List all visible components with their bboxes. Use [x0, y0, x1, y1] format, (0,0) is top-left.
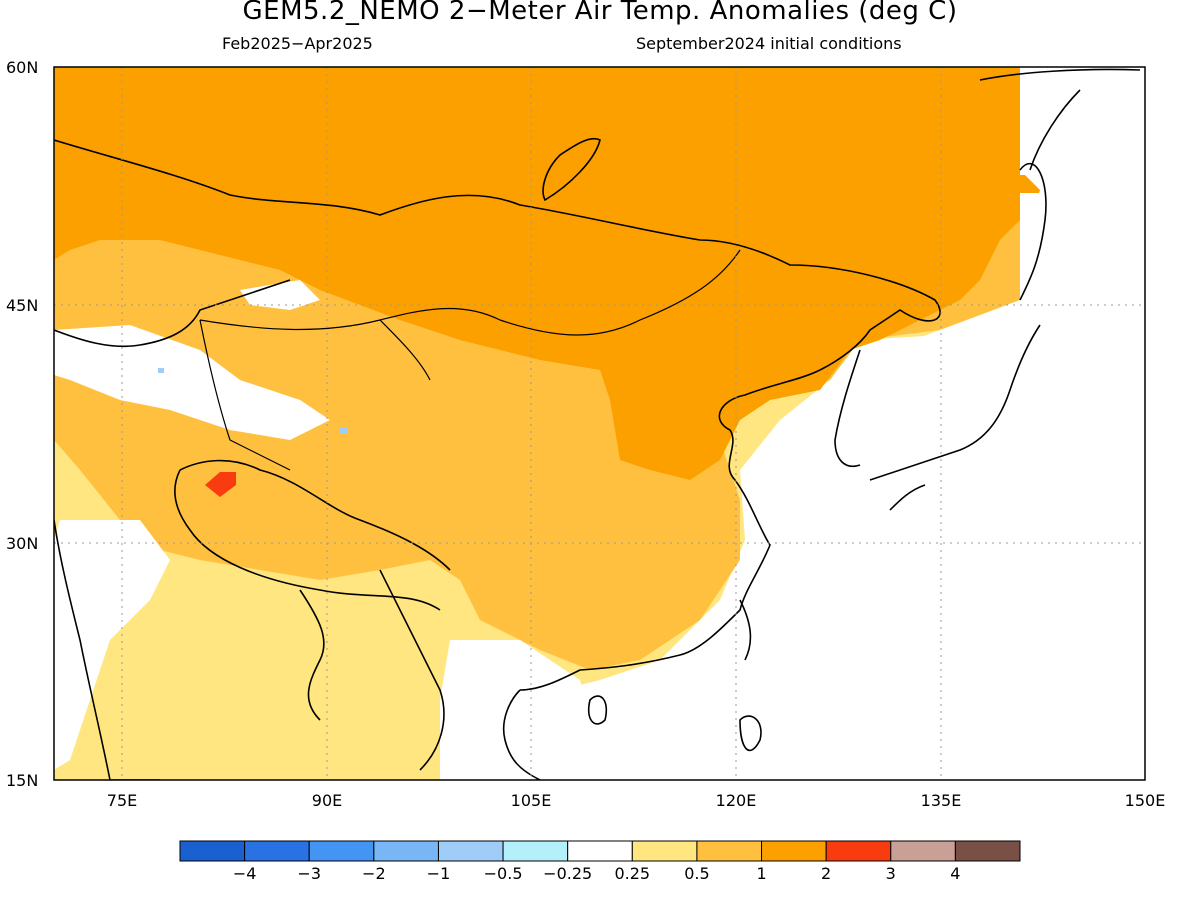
colorbar-label: 1: [756, 864, 766, 883]
colorbar-label: −0.5: [484, 864, 523, 883]
anomaly-cool-cell: [340, 428, 348, 434]
colorbar-label: 2: [821, 864, 831, 883]
colorbar-label: 4: [950, 864, 960, 883]
borders: [199, 249, 741, 471]
colorbar-label: −4: [233, 864, 257, 883]
colorbar-swatch: [437, 840, 504, 862]
lon-axis: 75E 90E 105E 120E 135E 150E: [107, 791, 1166, 810]
colorbar-swatch: [696, 840, 763, 862]
colorbar-swatch: [567, 840, 633, 862]
colorbar-label: 3: [886, 864, 896, 883]
lon-tick-label: 135E: [921, 791, 962, 810]
anomaly-cool-cell: [158, 368, 164, 373]
colorbar-swatch: [179, 840, 246, 862]
lon-tick-label: 150E: [1125, 791, 1166, 810]
colorbar-swatch: [954, 840, 1021, 862]
colorbar-swatch: [825, 840, 892, 862]
lon-tick-label: 105E: [511, 791, 552, 810]
lat-tick-label: 45N: [6, 296, 38, 315]
chart-title: GEM5.2_NEMO 2−Meter Air Temp. Anomalies …: [242, 0, 958, 26]
anomaly-hot-spot: [205, 472, 236, 497]
colorbar-label: −1: [427, 864, 451, 883]
lon-tick-label: 120E: [716, 791, 757, 810]
initial-conditions: September2024 initial conditions: [636, 34, 902, 53]
forecast-period: Feb2025−Apr2025: [222, 34, 373, 53]
lat-tick-label: 15N: [6, 771, 38, 790]
colorbar-swatch: [631, 840, 698, 862]
colorbar-label: −2: [362, 864, 386, 883]
colorbar-swatch: [761, 840, 827, 862]
colorbar-label: 0.25: [614, 864, 650, 883]
coastlines: [54, 68, 1141, 780]
anomaly-neutral-se-asia: [440, 640, 600, 780]
lat-tick-label: 60N: [6, 58, 38, 77]
lat-axis: 15N 30N 45N 60N: [6, 58, 38, 790]
anomaly-neutral-central-asia: [54, 325, 330, 440]
colorbar-swatch: [890, 840, 956, 862]
colorbar-label: 0.5: [684, 864, 709, 883]
colorbar-swatch: [244, 840, 310, 862]
anomaly-neutral-kazakh: [240, 280, 320, 310]
lon-tick-label: 90E: [312, 791, 342, 810]
anomaly-orange-region: [54, 67, 1020, 480]
colorbar-label: −3: [297, 864, 321, 883]
lon-tick-label: 75E: [107, 791, 137, 810]
map-plot-area: [54, 67, 1145, 780]
colorbar-swatch: [308, 840, 375, 862]
anomaly-neutral-india: [54, 520, 170, 770]
lat-tick-label: 30N: [6, 534, 38, 553]
colorbar-swatch: [373, 840, 439, 862]
colorbar-swatch: [502, 840, 569, 862]
map-frame: [53, 66, 1146, 781]
colorbar-label: −0.25: [543, 864, 592, 883]
colorbar: −4 −3 −2 −1 −0.5 −0.25 0.25 0.5 1 2 3 4: [179, 840, 1021, 883]
